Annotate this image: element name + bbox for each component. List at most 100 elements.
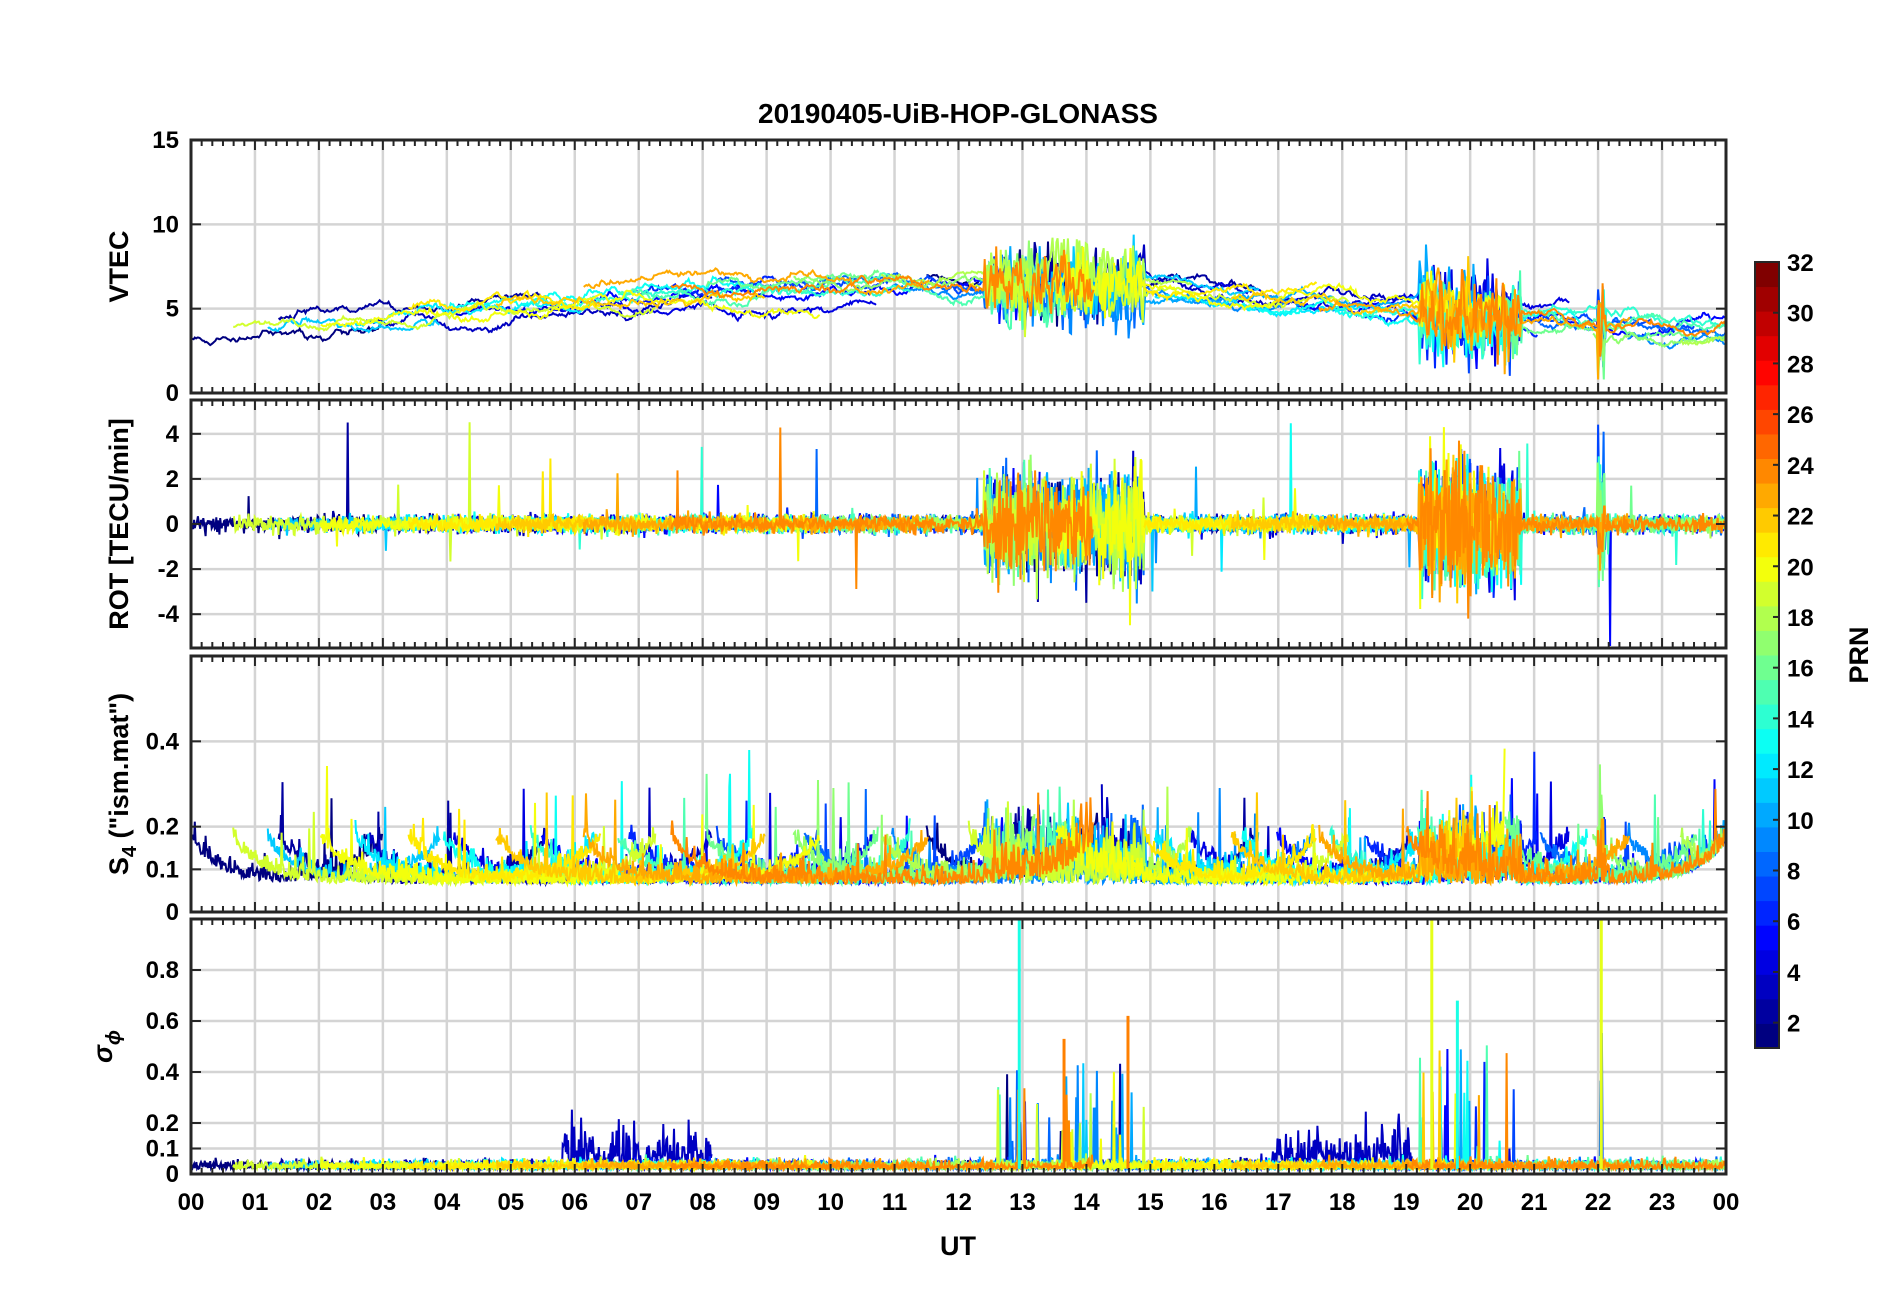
x-tick-label: 17: [1265, 1189, 1292, 1216]
series-group: [191, 422, 1726, 647]
y-tick-label: 0: [166, 380, 179, 407]
series-line-prn-23: [582, 793, 930, 888]
y-tick-label: 4: [166, 421, 180, 448]
series-line-prn-17: [1592, 331, 1726, 379]
colorbar-tick-label: 2: [1787, 1011, 1800, 1038]
colorbar-tick-label: 24: [1787, 453, 1814, 480]
colorbar-segment: [1755, 802, 1779, 828]
y-tick-label: 0.2: [146, 1110, 179, 1137]
y-tick-label: 0.1: [146, 1136, 179, 1163]
x-tick-label: 23: [1649, 1189, 1676, 1216]
y-tick-label: 0.6: [146, 1008, 179, 1035]
series-line-prn-24: [670, 246, 1095, 317]
y-axis-label: VTEC: [104, 230, 134, 302]
y-tick-label: 0.4: [146, 1059, 180, 1086]
series-line-prn-18: [1680, 335, 1726, 347]
x-tick-label: 00: [178, 1189, 205, 1216]
x-tick-label: 14: [1073, 1189, 1100, 1216]
y-tick-label: 0: [166, 1161, 179, 1188]
colorbar-segment: [1755, 581, 1779, 607]
colorbar-tick-label: 14: [1787, 706, 1814, 733]
y-tick-label: 0.2: [146, 814, 179, 841]
y-tick-label: 0: [166, 511, 179, 538]
colorbar-tick-label: 18: [1787, 605, 1814, 632]
colorbar-label: PRN: [1844, 626, 1874, 683]
colorbar-segment: [1755, 556, 1779, 582]
series-line-prn-21: [1143, 513, 1317, 535]
x-tick-label: 01: [242, 1189, 269, 1216]
x-tick-label: 21: [1521, 1189, 1548, 1216]
x-tick-label: 02: [306, 1189, 333, 1216]
colorbar-segment: [1755, 876, 1779, 902]
colorbar-segment: [1755, 262, 1779, 288]
colorbar-segment: [1755, 679, 1779, 705]
series-line-prn-23: [583, 267, 930, 296]
series-line-prn-24: [670, 792, 1094, 888]
colorbar-segment: [1755, 630, 1779, 656]
x-tick-label: 10: [817, 1189, 844, 1216]
series-line-prn-13: [442, 275, 755, 309]
y-axis-label: S4 ("ism.mat"): [104, 693, 141, 875]
x-tick-label: 05: [497, 1189, 524, 1216]
series-line-prn-24: [1406, 269, 1726, 365]
x-tick-label: 06: [561, 1189, 588, 1216]
colorbar-tick-label: 10: [1787, 808, 1814, 835]
colorbar-frame: [1754, 261, 1780, 1049]
x-tick-label: 03: [370, 1189, 397, 1216]
colorbar-segment: [1755, 532, 1779, 558]
y-tick-label: 0.1: [146, 856, 179, 883]
series-line-prn-16: [705, 269, 880, 293]
x-tick-label: 16: [1201, 1189, 1228, 1216]
x-axis-label: UT: [940, 1231, 976, 1261]
colorbar-segment: [1755, 998, 1779, 1024]
colorbar-segment: [1755, 851, 1779, 877]
series-group: [191, 748, 1726, 888]
y-tick-label: 5: [166, 296, 179, 323]
series-line-prn-24: [1405, 440, 1726, 619]
x-tick-labels: 00 01 02 03 04 05 06 07 08 09 10 11 12 13 14 15 16 17 18 19…: [178, 1189, 1740, 1216]
vtec-panel: 0 5 10 15 VTEC: [104, 127, 1728, 407]
y-tick-label: 2: [166, 466, 179, 493]
colorbar-segment: [1755, 974, 1779, 1000]
colorbar-segment: [1755, 360, 1779, 386]
sigma-phi-panel: 00.10.2 0.4 0.6 0.8 σϕ: [88, 917, 1728, 1188]
colorbar-tick-label: 26: [1787, 402, 1814, 429]
x-tick-label: 18: [1329, 1189, 1356, 1216]
colorbar-tick-label: 22: [1787, 504, 1814, 531]
x-tick-label: 12: [945, 1189, 972, 1216]
s4-panel: 0 0.1 0.2 0.4S4 ("ism.mat"): [104, 654, 1728, 926]
rot-panel: -4 -2 0 2 4 ROT [TECU/min]: [104, 398, 1728, 650]
series-line-prn-21: [1143, 1156, 1317, 1173]
colorbar-tick-label: 16: [1787, 656, 1814, 683]
y-tick-label: -4: [158, 601, 180, 628]
x-tick-label: 13: [1009, 1189, 1036, 1216]
series-line-prn-21: [407, 795, 602, 887]
series-line-prn-11: [267, 316, 440, 334]
x-tick-label: 00: [1713, 1189, 1740, 1216]
colorbar-segment: [1755, 949, 1779, 975]
colorbar-segment: [1755, 335, 1779, 361]
x-tick-label: 11: [882, 1189, 907, 1216]
series-line-prn-21: [408, 289, 602, 313]
series-line-prn-24: [670, 427, 1094, 593]
x-tick-label: 20: [1457, 1189, 1484, 1216]
colorbar-segment: [1755, 286, 1779, 312]
grid: [191, 919, 1726, 1174]
colorbar-tick-label: 6: [1787, 909, 1800, 936]
colorbar-segment: [1755, 311, 1779, 337]
grid: [191, 140, 1726, 393]
x-tick-label: 04: [433, 1189, 460, 1216]
colorbar-segment: [1755, 458, 1779, 484]
colorbar-segment: [1755, 925, 1779, 951]
colorbar-segment: [1755, 507, 1779, 533]
y-tick-label: 0.8: [146, 957, 179, 984]
colorbar-segment: [1755, 728, 1779, 754]
series-line-prn-21: [1143, 281, 1318, 302]
series-line-prn-1: [191, 322, 382, 347]
colorbar-tick-label: 4: [1787, 960, 1801, 987]
y-tick-label: 15: [152, 127, 179, 154]
x-tick-label: 22: [1585, 1189, 1612, 1216]
x-tick-label: 09: [753, 1189, 780, 1216]
colorbar-segment: [1755, 384, 1779, 410]
colorbar-tick-label: 8: [1787, 859, 1800, 886]
